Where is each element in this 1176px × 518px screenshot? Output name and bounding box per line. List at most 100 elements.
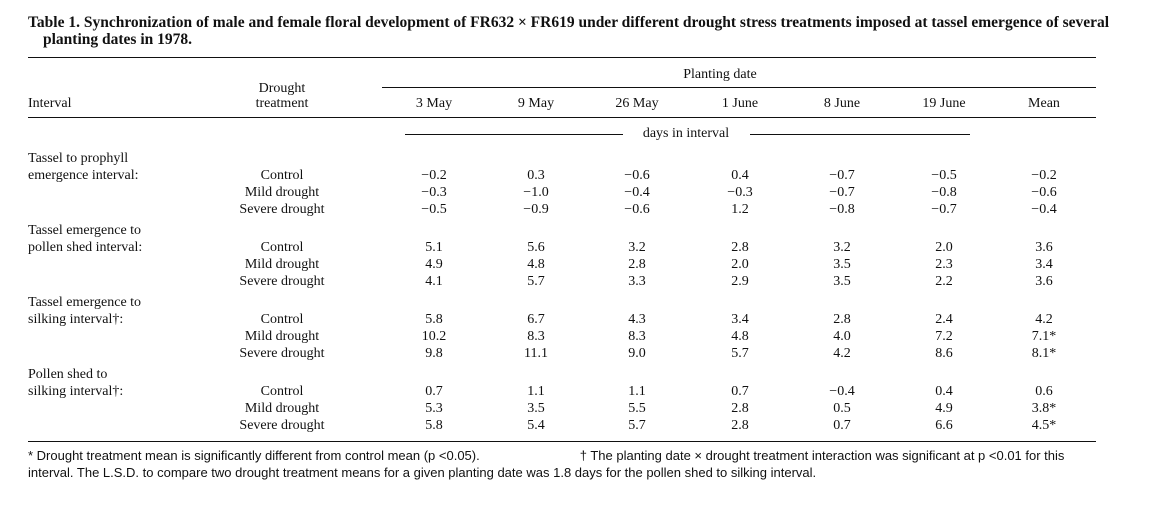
value-cell: 0.7 (731, 384, 749, 399)
group-label: Tassel emergence to (28, 295, 142, 310)
value-cell: 3.2 (833, 240, 851, 255)
value-cell: −0.7 (829, 185, 855, 200)
value-cell: 8.1* (1031, 346, 1057, 361)
value-cell: −0.3 (727, 185, 753, 200)
treatment-cell: Mild drought (244, 185, 320, 200)
value-cell: 0.4 (935, 384, 953, 399)
planting-date-rule (382, 87, 1096, 88)
value-cell: 3.5 (527, 401, 545, 416)
value-cell: 9.0 (628, 346, 646, 361)
value-cell: 8.3 (628, 329, 646, 344)
value-cell: −0.9 (523, 202, 549, 217)
group-label: pollen shed interval: (28, 240, 143, 255)
value-cell: 5.5 (628, 401, 646, 416)
value-cell: 1.1 (628, 384, 646, 399)
group-label: Tassel emergence to (28, 223, 142, 238)
value-cell: 6.7 (527, 312, 545, 327)
value-cell: −0.6 (624, 168, 650, 183)
value-cell: −0.4 (1031, 202, 1057, 217)
value-cell: 5.3 (425, 401, 443, 416)
value-cell: 2.2 (935, 274, 953, 289)
value-cell: −0.2 (421, 168, 447, 183)
value-cell: 0.7 (833, 418, 851, 433)
treatment-header-line1: Drought (258, 81, 306, 96)
value-cell: −0.8 (829, 202, 855, 217)
treatment-cell: Control (260, 168, 304, 183)
treatment-cell: Mild drought (244, 329, 320, 344)
treatment-cell: Control (260, 240, 304, 255)
group-label: silking interval†: (28, 384, 124, 399)
value-cell: 2.8 (731, 401, 749, 416)
value-cell: 5.8 (425, 418, 443, 433)
interval-header: Interval (28, 96, 72, 111)
value-cell: 4.1 (425, 274, 443, 289)
value-cell: 6.6 (935, 418, 953, 433)
column-header: 1 June (721, 96, 759, 111)
value-cell: −0.2 (1031, 168, 1057, 183)
column-header: 9 May (517, 96, 555, 111)
value-cell: 0.5 (833, 401, 851, 416)
units-label: days in interval (642, 126, 730, 141)
value-cell: 8.6 (935, 346, 953, 361)
value-cell: 5.1 (425, 240, 443, 255)
treatment-cell: Severe drought (239, 346, 325, 361)
value-cell: 3.3 (628, 274, 646, 289)
value-cell: 2.0 (935, 240, 953, 255)
value-cell: 3.5 (833, 257, 851, 272)
table-caption: Table 1. Synchronization of male and fem… (28, 14, 1110, 48)
value-cell: 5.7 (731, 346, 749, 361)
value-cell: 3.4 (731, 312, 749, 327)
value-cell: 9.8 (425, 346, 443, 361)
footnotes: * Drought treatment mean is significantl… (28, 447, 1103, 481)
value-cell: 2.8 (731, 240, 749, 255)
value-cell: 2.9 (731, 274, 749, 289)
value-cell: 3.4 (1035, 257, 1053, 272)
value-cell: 4.2 (1035, 312, 1053, 327)
top-rule (28, 57, 1096, 58)
value-cell: 0.6 (1035, 384, 1053, 399)
value-cell: 4.3 (628, 312, 646, 327)
treatment-cell: Control (260, 312, 304, 327)
value-cell: 4.8 (731, 329, 749, 344)
value-cell: 3.6 (1035, 240, 1053, 255)
value-cell: −1.0 (523, 185, 549, 200)
column-header: 26 May (615, 96, 659, 111)
value-cell: 5.4 (527, 418, 545, 433)
column-header: 19 June (922, 96, 966, 111)
value-cell: 1.2 (731, 202, 749, 217)
value-cell: 10.2 (421, 329, 447, 344)
treatment-cell: Severe drought (239, 418, 325, 433)
group-label: Pollen shed to (28, 367, 108, 382)
value-cell: 7.2 (935, 329, 953, 344)
value-cell: 5.6 (527, 240, 545, 255)
bottom-rule (28, 441, 1096, 442)
value-cell: 2.8 (628, 257, 646, 272)
value-cell: −0.4 (829, 384, 855, 399)
value-cell: 7.1* (1031, 329, 1057, 344)
value-cell: −0.5 (421, 202, 447, 217)
value-cell: 11.1 (524, 346, 548, 361)
units-rule-left (405, 134, 623, 135)
value-cell: 0.4 (731, 168, 749, 183)
units-rule-right (750, 134, 970, 135)
value-cell: 3.2 (628, 240, 646, 255)
value-cell: 0.7 (425, 384, 443, 399)
treatment-cell: Mild drought (244, 401, 320, 416)
group-label: Tassel to prophyll (28, 151, 129, 166)
planting-date-header: Planting date (683, 67, 757, 82)
value-cell: 3.8* (1031, 401, 1057, 416)
treatment-cell: Control (260, 384, 304, 399)
footnote-interaction: † The planting date × drought treatment … (28, 448, 1065, 480)
value-cell: 4.0 (833, 329, 851, 344)
treatment-header-line2: treatment (255, 96, 309, 111)
value-cell: −0.8 (931, 185, 957, 200)
treatment-cell: Mild drought (244, 257, 320, 272)
value-cell: 2.8 (833, 312, 851, 327)
value-cell: 3.5 (833, 274, 851, 289)
value-cell: 5.7 (628, 418, 646, 433)
value-cell: −0.6 (1031, 185, 1057, 200)
value-cell: 2.3 (935, 257, 953, 272)
value-cell: 8.3 (527, 329, 545, 344)
treatment-cell: Severe drought (239, 202, 325, 217)
value-cell: 2.0 (731, 257, 749, 272)
